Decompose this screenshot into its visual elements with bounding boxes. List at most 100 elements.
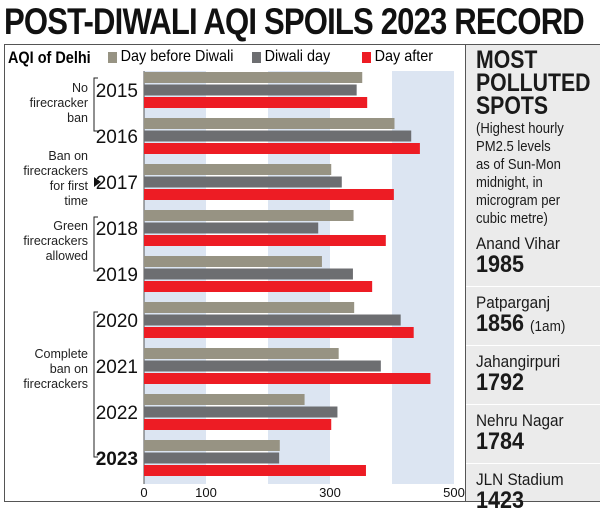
polluted-spot: Anand Vihar 1985 <box>466 234 600 287</box>
year-label: 2020 <box>96 311 138 332</box>
bar-day-after <box>144 419 332 430</box>
bar-diwali-day <box>144 360 381 372</box>
sidebar-note: (Highest hourly PM2.5 levels as of Sun-M… <box>476 120 588 228</box>
year-label: 2015 <box>96 81 138 102</box>
bar-diwali-day <box>144 130 412 142</box>
legend-item-day-after: Day after <box>362 48 433 66</box>
annotation-text: firecracker <box>30 96 88 110</box>
note-line: midnight, in <box>476 175 543 191</box>
bar-diwali-day <box>144 314 401 326</box>
annotation-text: firecrackers <box>23 377 88 391</box>
annotation-text: ban <box>67 111 88 125</box>
spot-list: Anand Vihar 1985 Patparganj 1856 (1am) Jaha… <box>466 234 600 516</box>
bar-day-before-diwali <box>144 118 395 129</box>
annotation-text: No <box>72 81 88 95</box>
bar-day-before-diwali <box>144 440 280 451</box>
spot-name: Nehru Nagar <box>476 411 564 430</box>
spot-name: Jahangirpuri <box>476 352 561 371</box>
spot-name: Patparganj <box>476 293 551 312</box>
year-label: 2021 <box>96 357 138 378</box>
bar-day-before-diwali <box>144 72 363 83</box>
bar-diwali-day <box>144 222 319 234</box>
spot-value: 1423 <box>476 487 525 514</box>
sidebar-heading-2: POLLUTED <box>476 69 591 97</box>
annotation-text: ban on <box>50 362 88 376</box>
divider <box>466 463 600 464</box>
annotation-text: Complete <box>35 347 89 361</box>
note-line: as of Sun-Mon <box>476 157 561 173</box>
note-line: PM2.5 levels <box>476 139 551 155</box>
bar-day-after <box>144 373 431 384</box>
polluted-spot: JLN Stadium 1423 <box>476 470 600 516</box>
x-tick-label: 500 <box>443 485 465 500</box>
bar-day-before-diwali <box>144 348 339 359</box>
year-label: 2016 <box>96 127 138 148</box>
annotation-text: firecrackers <box>23 234 88 248</box>
bar-day-after <box>144 143 420 154</box>
annotation-text: Ban on <box>48 149 88 163</box>
bar-day-before-diwali <box>144 394 305 405</box>
bar-diwali-day <box>144 84 357 96</box>
divider <box>466 345 600 346</box>
bar-day-before-diwali <box>144 256 322 267</box>
bar-day-before-diwali <box>144 164 332 175</box>
legend-label: Day after <box>374 48 434 65</box>
spot-value: 1784 <box>476 428 525 455</box>
legend-item-diwali-day: Diwali day <box>252 48 330 66</box>
sidebar-most-polluted: MOST POLLUTED SPOTS (Highest hourly PM2.… <box>466 44 600 513</box>
legend-swatch <box>362 51 371 63</box>
x-tick-label: 0 <box>140 485 147 500</box>
spot-name: Anand Vihar <box>476 234 560 253</box>
bar-diwali-day <box>144 268 353 280</box>
annotation-text: firecrackers <box>23 164 88 178</box>
legend-swatch <box>252 51 261 63</box>
bar-day-after <box>144 465 366 476</box>
annotation-bracket <box>93 311 98 458</box>
bar-diwali-day <box>144 176 342 188</box>
bar-day-after <box>144 281 373 292</box>
legend-label: Diwali day <box>264 48 331 65</box>
annotation-text: time <box>64 194 88 208</box>
sidebar-heading-1: MOST <box>476 46 538 74</box>
x-tick-label: 100 <box>195 485 217 500</box>
legend-label: Day before Diwali <box>120 48 234 65</box>
year-label: 2019 <box>96 265 138 286</box>
chart-title: AQI of Delhi <box>8 48 91 67</box>
bar-day-after <box>144 235 386 246</box>
year-label: 2017 <box>96 173 138 194</box>
year-label: 2022 <box>96 403 138 424</box>
note-line: microgram per <box>476 193 561 209</box>
bar-day-after <box>144 97 368 108</box>
annotation-bracket <box>93 216 98 272</box>
annotation-bracket <box>93 77 98 132</box>
spot-value: 1985 <box>476 251 525 278</box>
bar-day-after <box>144 327 414 338</box>
year-label: 2023 <box>96 449 138 470</box>
note-line: (Highest hourly <box>476 121 564 137</box>
page-title: POST-DIWALI AQI SPOILS 2023 RECORD <box>4 1 585 42</box>
polluted-spot: Patparganj 1856 (1am) <box>466 293 600 346</box>
sidebar-heading-3: SPOTS <box>476 92 549 120</box>
bar-day-after <box>144 189 394 200</box>
annotation-text: for first <box>50 179 89 193</box>
spot-value: 1792 <box>476 369 525 396</box>
annotation-text: Green <box>53 219 88 233</box>
polluted-spot: Nehru Nagar 1784 <box>466 411 600 464</box>
annotation-text: allowed <box>46 249 88 263</box>
bar-day-before-diwali <box>144 302 355 313</box>
year-label: 2018 <box>96 219 138 240</box>
x-tick-label: 300 <box>319 485 341 500</box>
divider <box>466 286 600 287</box>
legend-swatch <box>108 51 117 63</box>
spot-value: 1856 (1am) <box>476 310 566 337</box>
legend-item-day-before: Day before Diwali <box>108 48 233 66</box>
divider <box>466 404 600 405</box>
pointer-arrow-icon <box>94 177 101 187</box>
bar-day-before-diwali <box>144 210 354 221</box>
polluted-spot: Jahangirpuri 1792 <box>466 352 600 405</box>
bar-diwali-day <box>144 452 280 464</box>
bar-diwali-day <box>144 406 338 418</box>
note-line: cubic metre) <box>476 211 548 227</box>
spot-name: JLN Stadium <box>476 470 564 489</box>
